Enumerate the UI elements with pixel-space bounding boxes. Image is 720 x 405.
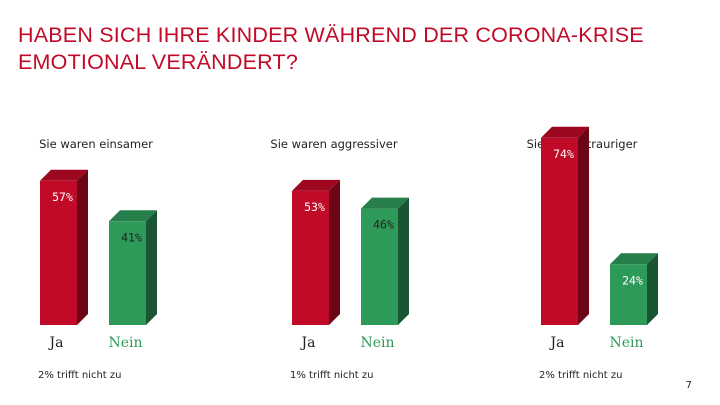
- bar-nein: [610, 264, 647, 325]
- chart-footnote: 2% trifft nicht zu: [38, 370, 121, 381]
- data-label-ja: 53%: [304, 200, 325, 214]
- chart-title: Sie waren aggressiver: [270, 137, 397, 151]
- bar-top-ja: [292, 179, 340, 191]
- bar-top-nein: [610, 253, 658, 265]
- bar-ja: [40, 180, 77, 325]
- bar-top-nein: [361, 197, 409, 209]
- page-title: HABEN SICH IHRE KINDER WÄHREND DER CORON…: [18, 23, 644, 74]
- page-number: 7: [685, 380, 692, 391]
- chart-title: Sie waren einsamer: [39, 137, 153, 151]
- category-label-nein: Nein: [360, 335, 394, 351]
- chart-footnote: 1% trifft nicht zu: [290, 370, 373, 381]
- chart-footnote: 2% trifft nicht zu: [539, 370, 622, 381]
- chart-1: Sie waren einsamer 57% Ja 41% Nein 2% trifft …: [38, 137, 157, 381]
- category-label-nein: Nein: [609, 335, 643, 351]
- bar-side-nein: [398, 197, 409, 325]
- data-label-nein: 46%: [373, 218, 394, 232]
- bar-top-ja: [541, 126, 589, 138]
- chart-2: Sie waren aggressiver 53% Ja 46% Nein 1% trif…: [270, 137, 409, 381]
- category-label-ja: Ja: [48, 335, 64, 351]
- bar-side-nein: [146, 210, 157, 325]
- category-label-ja: Ja: [300, 335, 316, 351]
- bar-ja: [292, 190, 329, 325]
- bar-side-ja: [77, 169, 88, 325]
- bar-nein: [109, 221, 146, 325]
- bar-side-ja: [578, 126, 589, 325]
- data-label-ja: 57%: [52, 190, 73, 204]
- data-label-nein: 41%: [121, 230, 142, 244]
- bar-nein: [361, 208, 398, 325]
- bar-side-ja: [329, 179, 340, 325]
- bar-side-nein: [647, 253, 658, 325]
- data-label-nein: 24%: [622, 273, 643, 287]
- bar-ja: [541, 137, 578, 325]
- bar-top-nein: [109, 210, 157, 222]
- bar-top-ja: [40, 169, 88, 181]
- category-label-ja: Ja: [549, 335, 565, 351]
- category-label-nein: Nein: [108, 335, 142, 351]
- data-label-ja: 74%: [553, 147, 574, 161]
